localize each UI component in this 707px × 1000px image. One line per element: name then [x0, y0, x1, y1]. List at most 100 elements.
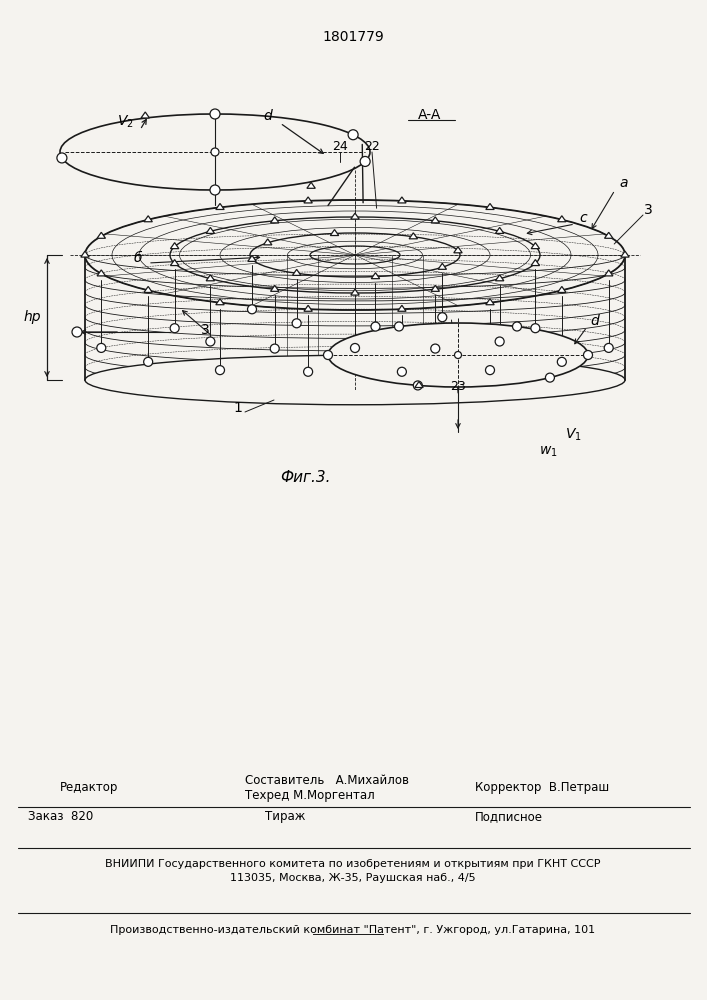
- Circle shape: [545, 373, 554, 382]
- Circle shape: [513, 322, 522, 331]
- Polygon shape: [486, 299, 494, 305]
- Polygon shape: [496, 275, 504, 281]
- Text: Тираж: Тираж: [265, 810, 305, 823]
- Polygon shape: [371, 273, 380, 279]
- Circle shape: [414, 381, 422, 390]
- Polygon shape: [206, 275, 214, 281]
- Text: Производственно-издательский комбинат "Патент", г. Ужгород, ул.Гатарина, 101: Производственно-издательский комбинат "П…: [110, 925, 595, 935]
- Polygon shape: [307, 182, 315, 188]
- Polygon shape: [486, 203, 494, 209]
- Ellipse shape: [328, 323, 588, 387]
- Polygon shape: [271, 285, 279, 291]
- Text: 1801779: 1801779: [322, 30, 384, 44]
- Circle shape: [170, 324, 179, 333]
- Text: 3: 3: [643, 203, 653, 217]
- Circle shape: [292, 319, 301, 328]
- Polygon shape: [438, 263, 447, 269]
- Text: Техред М.Моргентал: Техред М.Моргентал: [245, 790, 375, 802]
- Polygon shape: [415, 381, 423, 387]
- Polygon shape: [97, 232, 105, 238]
- Polygon shape: [271, 217, 279, 223]
- Polygon shape: [431, 217, 440, 223]
- Polygon shape: [144, 216, 153, 222]
- Circle shape: [57, 153, 67, 163]
- Circle shape: [211, 148, 219, 156]
- Polygon shape: [454, 247, 462, 253]
- Polygon shape: [351, 213, 359, 219]
- Circle shape: [72, 327, 82, 337]
- Circle shape: [395, 322, 404, 331]
- Text: d: d: [590, 314, 600, 328]
- Polygon shape: [97, 270, 105, 276]
- Circle shape: [303, 367, 312, 376]
- Polygon shape: [330, 230, 339, 236]
- Text: Заказ  820: Заказ 820: [28, 810, 93, 823]
- Polygon shape: [170, 260, 179, 266]
- Text: $V_1$: $V_1$: [565, 427, 581, 443]
- Polygon shape: [531, 260, 539, 266]
- Polygon shape: [216, 299, 224, 305]
- Circle shape: [371, 322, 380, 331]
- Circle shape: [210, 109, 220, 119]
- Polygon shape: [248, 255, 256, 261]
- Polygon shape: [206, 227, 214, 233]
- Circle shape: [431, 344, 440, 353]
- Circle shape: [144, 357, 153, 366]
- Circle shape: [210, 185, 220, 195]
- Polygon shape: [264, 239, 272, 245]
- Polygon shape: [397, 305, 406, 311]
- Text: Составитель   А.Михайлов: Составитель А.Михайлов: [245, 774, 409, 788]
- Polygon shape: [496, 227, 504, 233]
- Text: Подписное: Подписное: [475, 810, 543, 823]
- Polygon shape: [293, 269, 301, 275]
- Polygon shape: [304, 305, 312, 311]
- Circle shape: [360, 156, 370, 166]
- Circle shape: [438, 313, 447, 322]
- Polygon shape: [431, 285, 440, 291]
- Circle shape: [455, 352, 462, 359]
- Polygon shape: [604, 270, 613, 276]
- Polygon shape: [144, 286, 153, 292]
- Circle shape: [216, 366, 225, 375]
- Polygon shape: [558, 216, 566, 222]
- Polygon shape: [558, 286, 566, 292]
- Text: d: d: [264, 109, 272, 123]
- Text: 1: 1: [233, 401, 243, 415]
- Text: 23: 23: [450, 380, 466, 393]
- Circle shape: [397, 367, 407, 376]
- Circle shape: [97, 343, 106, 352]
- Circle shape: [583, 351, 592, 360]
- Circle shape: [206, 337, 215, 346]
- Text: $w_1$: $w_1$: [539, 445, 557, 459]
- Circle shape: [348, 130, 358, 140]
- Polygon shape: [409, 233, 418, 239]
- Text: 113035, Москва, Ж-35, Раушская наб., 4/5: 113035, Москва, Ж-35, Раушская наб., 4/5: [230, 873, 476, 883]
- Polygon shape: [621, 251, 629, 257]
- Polygon shape: [397, 197, 406, 203]
- Polygon shape: [531, 243, 539, 249]
- Polygon shape: [81, 251, 89, 257]
- Polygon shape: [170, 243, 179, 249]
- Text: A-A: A-A: [419, 108, 442, 122]
- Text: Фиг.3.: Фиг.3.: [280, 470, 330, 485]
- Text: Корректор  В.Петраш: Корректор В.Петраш: [475, 780, 609, 794]
- Polygon shape: [351, 289, 359, 295]
- Text: $V_2$: $V_2$: [117, 114, 134, 130]
- Circle shape: [557, 357, 566, 366]
- Polygon shape: [604, 232, 613, 238]
- Text: hр: hр: [23, 310, 41, 324]
- Circle shape: [531, 324, 540, 333]
- Text: 24: 24: [332, 139, 348, 152]
- Circle shape: [270, 344, 279, 353]
- Text: 22: 22: [364, 139, 380, 152]
- Text: c: c: [579, 211, 587, 225]
- Text: 3: 3: [201, 323, 209, 337]
- Text: a: a: [620, 176, 629, 190]
- Circle shape: [247, 305, 257, 314]
- Circle shape: [324, 351, 332, 360]
- Polygon shape: [216, 203, 224, 209]
- Text: ВНИИПИ Государственного комитета по изобретениям и открытиям при ГКНТ СССР: ВНИИПИ Государственного комитета по изоб…: [105, 859, 601, 869]
- Ellipse shape: [85, 355, 625, 405]
- Circle shape: [604, 343, 613, 352]
- Circle shape: [351, 344, 359, 353]
